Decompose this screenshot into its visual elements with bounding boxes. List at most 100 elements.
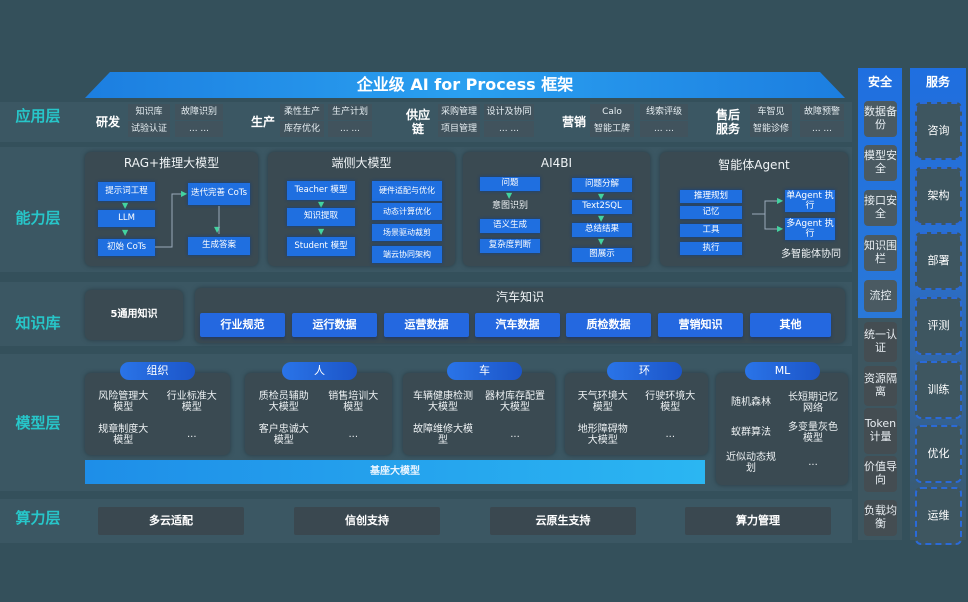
model-item[interactable]: 长短期记忆网络 <box>788 391 838 415</box>
knowledge-chip[interactable]: 汽车数据 <box>475 313 560 337</box>
capability-box[interactable]: 复杂度判断 <box>480 239 540 253</box>
model-item[interactable]: 客户忠诚大模型 <box>258 423 309 447</box>
compute-item[interactable]: 多云适配 <box>98 507 244 535</box>
compute-item[interactable]: 信创支持 <box>294 507 440 535</box>
model-item[interactable]: 蚁群算法 <box>731 427 771 439</box>
model-item[interactable]: ... <box>665 429 676 441</box>
model-category-pill[interactable]: ML <box>745 362 820 380</box>
model-item[interactable]: 器材库存配置大模型 <box>485 390 545 414</box>
capability-box[interactable]: 场景驱动裁剪 <box>372 224 442 241</box>
model-category-pill[interactable]: 车 <box>447 362 522 380</box>
security-item[interactable]: 知识围栏 <box>864 235 897 271</box>
service-item[interactable]: 咨询 <box>915 102 962 160</box>
capability-box[interactable]: 提示词工程 <box>98 182 155 201</box>
capability-box[interactable]: LLM <box>98 210 155 227</box>
security-item[interactable]: Token计量 <box>864 408 897 454</box>
service-item[interactable]: 架构 <box>915 167 962 225</box>
app-item[interactable]: Calo <box>590 104 634 120</box>
model-item[interactable]: 故障维修大模型 <box>413 423 473 447</box>
model-item[interactable]: 地形障碍物大模型 <box>577 423 628 447</box>
app-item[interactable]: 智能诊修 <box>750 121 792 137</box>
capability-box[interactable]: Student 模型 <box>287 237 355 256</box>
capability-box[interactable]: 总结结果 <box>572 223 632 237</box>
capability-box[interactable]: 生成答案 <box>188 237 250 255</box>
model-item[interactable]: ... <box>510 429 520 441</box>
security-item[interactable]: 模型安全 <box>864 145 897 181</box>
capability-box[interactable]: 迭代完善 CoTs <box>188 183 250 205</box>
service-item[interactable]: 运维 <box>915 487 962 545</box>
capability-box[interactable]: 问题 <box>480 177 540 191</box>
capability-box[interactable]: 执行 <box>680 242 742 255</box>
service-item[interactable]: 优化 <box>915 425 962 483</box>
capability-box[interactable]: 语义生成 <box>480 219 540 233</box>
model-item[interactable]: 风险管理大模型 <box>98 390 149 414</box>
app-item[interactable]: 柔性生产 <box>280 104 324 120</box>
app-item[interactable]: 智能工牌 <box>590 121 634 137</box>
capability-box[interactable]: Teacher 模型 <box>287 181 355 200</box>
app-item[interactable]: 故障识别 <box>175 104 223 120</box>
capability-box[interactable]: 工具 <box>680 224 742 237</box>
capability-box[interactable]: 图展示 <box>572 248 632 262</box>
security-item[interactable]: 统一认证 <box>864 322 897 362</box>
security-item[interactable]: 流控 <box>864 280 897 312</box>
capability-box[interactable]: 单Agent 执行 <box>785 190 835 212</box>
app-item[interactable]: ... ... <box>800 121 844 137</box>
model-item[interactable]: 随机森林 <box>731 397 771 409</box>
app-item[interactable]: 故障预警 <box>800 104 844 120</box>
model-item[interactable]: 车辆健康检测大模型 <box>413 390 473 414</box>
knowledge-chip[interactable]: 运营数据 <box>384 313 469 337</box>
model-item[interactable]: ... <box>808 457 818 469</box>
knowledge-chip[interactable]: 质检数据 <box>566 313 651 337</box>
capability-box[interactable]: 问题分解 <box>572 178 632 192</box>
knowledge-chip[interactable]: 行业规范 <box>200 313 285 337</box>
capability-box[interactable]: Text2SQL <box>572 200 632 214</box>
service-item[interactable]: 评测 <box>915 297 962 355</box>
capability-box[interactable]: 知识提取 <box>287 208 355 226</box>
app-item[interactable]: 车智见 <box>750 104 792 120</box>
app-item[interactable]: 项目管理 <box>438 121 480 137</box>
security-item[interactable]: 数据备份 <box>864 101 897 137</box>
knowledge-chip[interactable]: 运行数据 <box>292 313 377 337</box>
app-item[interactable]: 线索评级 <box>640 104 688 120</box>
base-model-bar[interactable]: 基座大模型 <box>370 466 420 478</box>
capability-box[interactable]: 推理规划 <box>680 190 742 203</box>
model-category-pill[interactable]: 组织 <box>120 362 195 380</box>
compute-item[interactable]: 云原生支持 <box>490 507 636 535</box>
model-item[interactable]: 行业标准大模型 <box>166 390 217 414</box>
capability-box[interactable]: 多Agent 执行 <box>785 218 835 240</box>
model-item[interactable]: ... <box>186 429 197 441</box>
capability-box[interactable]: 初始 CoTs <box>98 239 155 256</box>
capability-box[interactable]: 记忆 <box>680 206 742 219</box>
service-item[interactable]: 部署 <box>915 232 962 290</box>
app-item[interactable]: ... ... <box>640 121 688 137</box>
compute-item[interactable]: 算力管理 <box>685 507 831 535</box>
app-item[interactable]: 采购管理 <box>438 104 480 120</box>
app-item[interactable]: ... ... <box>484 121 534 137</box>
model-item[interactable]: 质检员辅助大模型 <box>258 390 309 414</box>
service-item[interactable]: 训练 <box>915 361 962 419</box>
security-item[interactable]: 资源隔离 <box>864 366 897 406</box>
general-knowledge-box[interactable]: 5通用知识 <box>85 290 183 340</box>
model-item[interactable]: 近似动态规划 <box>726 451 776 475</box>
app-item[interactable]: 生产计划 <box>328 104 372 120</box>
model-item[interactable]: 天气环境大模型 <box>577 390 628 414</box>
security-item[interactable]: 负载均衡 <box>864 500 897 536</box>
capability-box[interactable]: 端云协同架构 <box>372 246 442 263</box>
model-category-pill[interactable]: 环 <box>607 362 682 380</box>
app-item[interactable]: 试验认证 <box>128 121 170 137</box>
model-item[interactable]: ... <box>348 429 359 441</box>
model-item[interactable]: 销售培训大模型 <box>328 390 379 414</box>
capability-box[interactable]: 动态计算优化 <box>372 203 442 220</box>
model-category-pill[interactable]: 人 <box>282 362 357 380</box>
knowledge-chip[interactable]: 营销知识 <box>658 313 743 337</box>
app-item[interactable]: ... ... <box>175 121 223 137</box>
app-item[interactable]: 设计及协同 <box>484 104 534 120</box>
capability-box[interactable]: 硬件适配与优化 <box>372 181 442 201</box>
app-item[interactable]: 库存优化 <box>280 121 324 137</box>
app-item[interactable]: ... ... <box>328 121 372 137</box>
app-item[interactable]: 知识库 <box>128 104 170 120</box>
security-item[interactable]: 接口安全 <box>864 190 897 226</box>
knowledge-chip[interactable]: 其他 <box>750 313 831 337</box>
model-item[interactable]: 规章制度大模型 <box>98 423 149 447</box>
model-item[interactable]: 多变量灰色模型 <box>788 421 838 445</box>
